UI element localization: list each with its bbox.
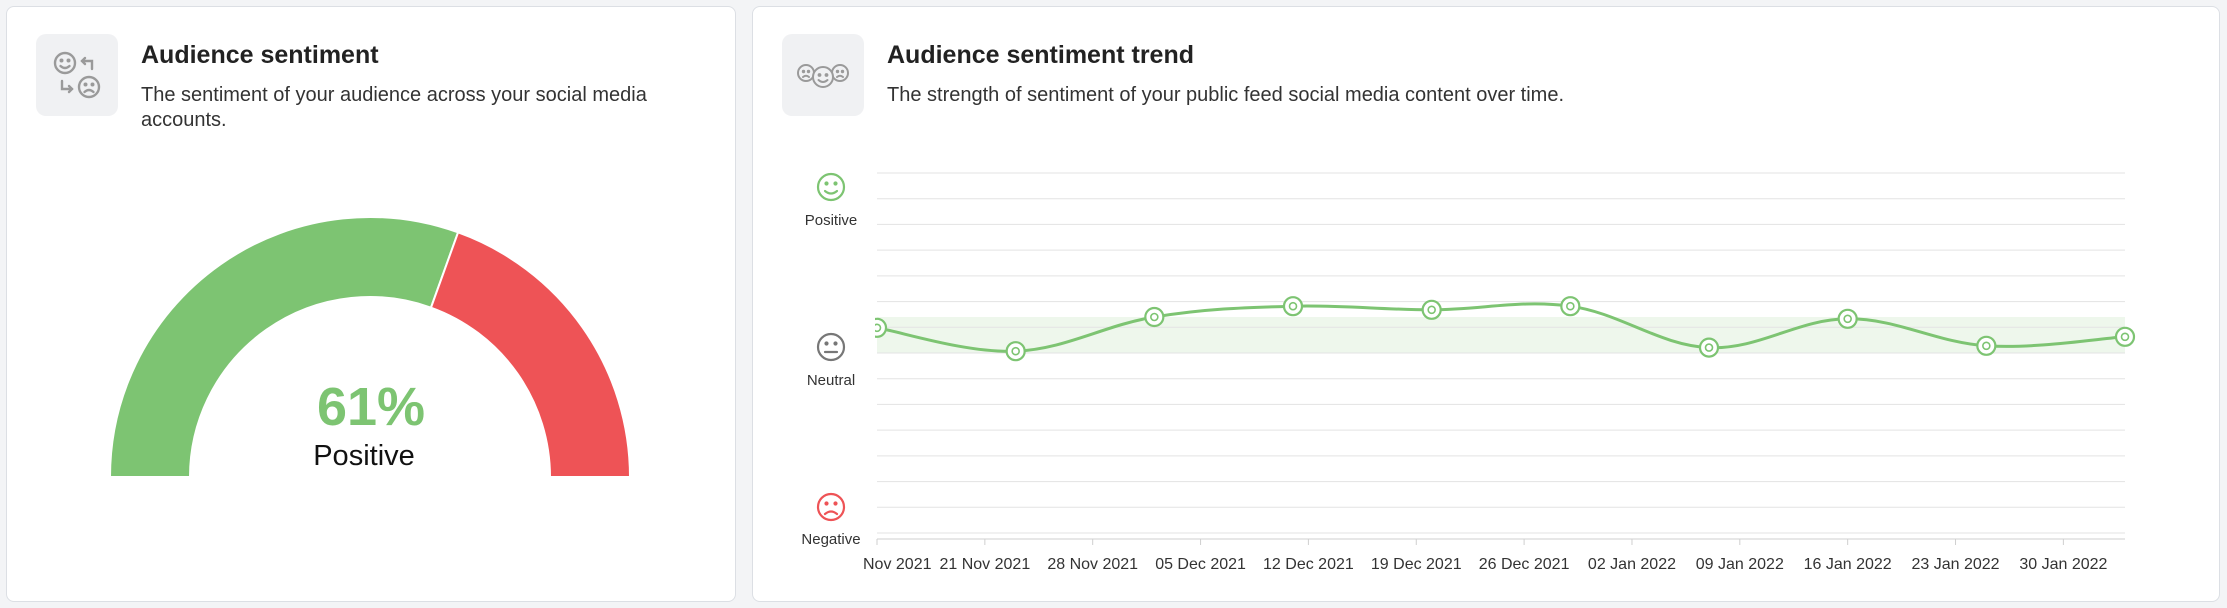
- y-marker-positive: Positive: [805, 172, 858, 229]
- y-marker-neutral: Neutral: [807, 332, 855, 389]
- data-point[interactable]: [2114, 326, 2136, 347]
- y-marker-negative: Negative: [801, 492, 861, 548]
- neutral-band: [877, 317, 2125, 353]
- audience-sentiment-trend-card: Audience sentiment trend The strength of…: [752, 6, 2220, 602]
- x-tick-label: 23 Jan 2022: [1911, 556, 1999, 573]
- card-subtitle: The sentiment of your audience across yo…: [141, 84, 647, 131]
- x-tick-label: 16 Jan 2022: [1804, 556, 1892, 573]
- positive-face-icon: [816, 172, 846, 202]
- x-tick-label: 09 Jan 2022: [1696, 556, 1784, 573]
- data-point[interactable]: [1421, 299, 1442, 320]
- negative-face-icon: [816, 492, 846, 522]
- gauge-value: 61%: [317, 377, 425, 437]
- data-point[interactable]: [1282, 296, 1304, 317]
- data-point[interactable]: [1005, 341, 1026, 362]
- x-tick-label: 28 Nov 2021: [1047, 556, 1138, 573]
- data-point[interactable]: [1698, 337, 1720, 358]
- data-point[interactable]: [1837, 308, 1858, 329]
- gauge-negative-segment: [429, 231, 632, 478]
- sentiment-swap-icon: [36, 34, 118, 116]
- x-tick-label: 19 Dec 2021: [1371, 556, 1462, 573]
- x-tick-label: 12 Dec 2021: [1263, 556, 1354, 573]
- card-title: Audience sentiment: [141, 41, 379, 69]
- sentiment-gauge: 61% Positive: [108, 216, 632, 478]
- y-label-neutral: Neutral: [807, 372, 855, 389]
- sentiment-series-line: [876, 302, 2126, 353]
- data-point[interactable]: [1560, 296, 1581, 317]
- data-point[interactable]: [1144, 306, 1165, 328]
- x-tick-label: 21 Nov 2021: [939, 556, 1030, 573]
- data-point[interactable]: [1976, 335, 1997, 356]
- gauge-positive-segment: [108, 216, 460, 478]
- card-subtitle: The strength of sentiment of your public…: [887, 84, 1565, 106]
- neutral-face-icon: [816, 332, 846, 362]
- card-title: Audience sentiment trend: [887, 41, 1194, 69]
- sentiment-trend-chart: Positive Neutral Negative Nov 2021 21 Nov…: [801, 172, 2136, 573]
- x-tick-label: 30 Jan 2022: [2019, 556, 2107, 573]
- y-label-positive: Positive: [805, 212, 858, 229]
- x-tick-label: Nov 2021: [863, 556, 932, 573]
- x-tick-label: 02 Jan 2022: [1588, 556, 1676, 573]
- sentiment-faces-icon: [782, 34, 864, 116]
- audience-sentiment-card: Audience sentiment The sentiment of your…: [6, 6, 736, 602]
- y-label-negative: Negative: [801, 531, 860, 548]
- gauge-label: Positive: [313, 440, 415, 472]
- data-point[interactable]: [868, 317, 888, 338]
- x-tick-label: 26 Dec 2021: [1479, 556, 1570, 573]
- x-tick-label: 05 Dec 2021: [1155, 556, 1246, 573]
